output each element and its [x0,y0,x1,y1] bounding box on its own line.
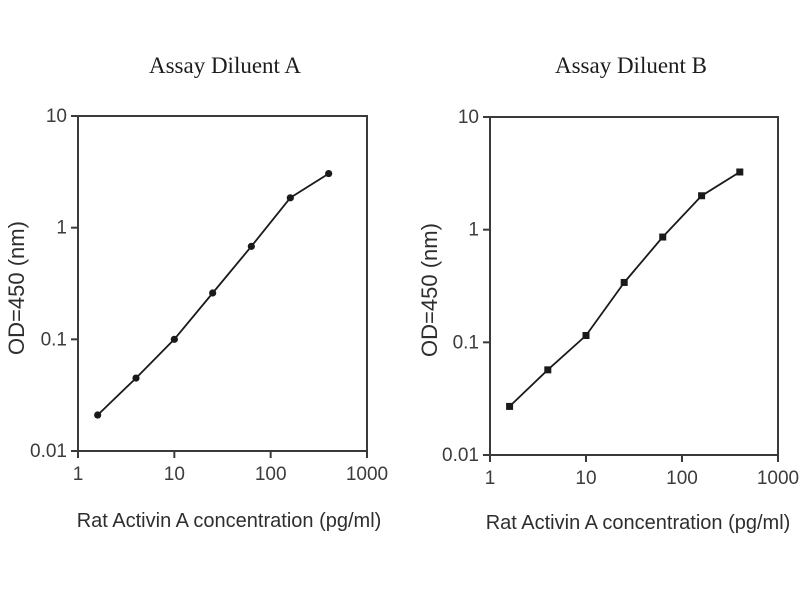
chart-a-y-tick-label: 0.01 [30,441,67,462]
chart-b-x-tick-label: 100 [666,468,698,489]
chart-a-x-tick-label: 1000 [346,464,388,485]
chart-b-data-point-marker [582,331,590,339]
chart-b-x-tick-label: 10 [575,468,596,489]
chart-a-x-tick-label: 100 [255,464,287,485]
chart-b-data-point-marker [698,192,706,200]
chart-a-x-axis-label: Rat Activin A concentration (pg/ml) [76,510,382,532]
chart-b-series-line [508,171,741,408]
chart-b-data-point-marker [659,233,667,241]
chart-b-y-axis-label: OD=450 (nm) [417,223,442,357]
chart-a-x-tick-label: 10 [164,464,185,485]
chart-a-data-point-marker [170,335,178,343]
chart-b-y-tick-label: 0.01 [442,445,479,466]
chart-a-title: Assay Diluent A [148,53,302,78]
chart-b-y-tick-label: 0.1 [453,332,479,353]
chart-b-data-point-marker [736,168,744,176]
chart-a-x-tick-label: 1 [73,464,84,485]
chart-a-data-point-marker [247,242,255,250]
chart-a-plot-frame [77,115,368,452]
chart-a-data-point-marker [286,194,294,202]
chart-a-y-tick-label: 0.1 [41,329,67,350]
chart-b-x-tick-label: 1 [485,468,496,489]
chart-b-x-tick-label: 1000 [757,468,799,489]
chart-b-x-axis-label: Rat Activin A concentration (pg/ml) [485,512,791,534]
chart-a-data-point-marker [94,411,102,419]
chart-b-y-tick-label: 1 [468,220,479,241]
chart-a-data-point-marker [325,169,333,178]
chart-b-data-point-marker [544,366,552,374]
chart-a-y-tick-label: 10 [46,106,67,127]
chart-b-data-point-marker [620,278,628,286]
chart-a-data-point-marker [132,374,140,382]
chart-a-y-tick-label: 1 [56,218,67,239]
chart-a-data-point-marker [209,289,217,297]
chart-b-plot-frame [489,116,779,456]
chart-b-data-point-marker [506,402,514,410]
chart-b-title: Assay Diluent B [554,53,708,78]
chart-b-y-tick-label: 10 [458,107,479,128]
chart-a-y-axis-label: OD=450 (nm) [4,221,29,355]
